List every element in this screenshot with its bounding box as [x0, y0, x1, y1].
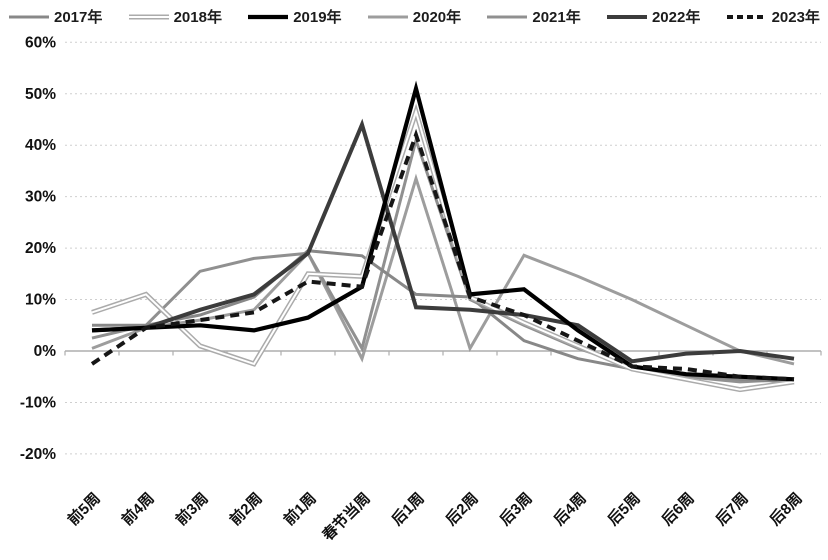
y-tick-label: 0%: [34, 343, 57, 360]
legend-item-2018年: 2018年: [128, 6, 222, 27]
series-line-core-2018年: [91, 108, 795, 391]
y-axis-labels: 60% 50% 40% 30% 20% 10% 0% -10% -20%: [20, 34, 56, 463]
x-tick-label: 前3周: [172, 489, 212, 529]
y-tick-label: -10%: [20, 394, 56, 411]
legend-label: 2021年: [532, 9, 581, 26]
x-tick-label: 春节当周: [319, 489, 374, 544]
y-tick-label: 30%: [25, 189, 56, 206]
legend-swatch-2021年: [487, 15, 528, 18]
legend-swatch-2020年: [367, 15, 408, 18]
legend-swatch-2018年: [128, 14, 169, 19]
legend-label: 2020年: [412, 9, 462, 26]
series-line-2018年: [91, 103, 795, 393]
x-tick-label: 前5周: [64, 489, 104, 529]
legend-item-2019年: 2019年: [247, 6, 342, 27]
y-tick-label: 40%: [25, 137, 56, 154]
series-lines: [90, 80, 795, 393]
x-tick-label: 后6周: [659, 490, 698, 529]
legend-label: 2023年: [771, 9, 820, 26]
legend-swatch-2019年: [248, 14, 289, 19]
legend-swatch-2017年: [9, 15, 49, 18]
legend-swatch-2023年: [726, 14, 767, 19]
series-line-2022年: [91, 118, 795, 364]
series-line-2017年: [92, 249, 795, 384]
legend-item-2017年: 2017年: [8, 6, 102, 27]
legend-label: 2019年: [293, 9, 342, 26]
series-line-2019年: [91, 80, 795, 382]
x-tick-label: 后3周: [497, 490, 536, 529]
legend-item-2021年: 2021年: [486, 6, 581, 27]
y-tick-label: 60%: [25, 34, 56, 51]
x-tick-label: 后8周: [767, 490, 806, 529]
x-tick-label: 前2周: [226, 489, 266, 529]
y-tick-label: 10%: [25, 292, 56, 309]
legend-item-2023年: 2023年: [726, 6, 820, 27]
legend-label: 2018年: [173, 9, 222, 26]
x-tick-label: 后4周: [551, 490, 590, 529]
chart-legend: 2017年 2018年 2019年 2020年 2021年 2022年 2023年: [0, 6, 828, 27]
y-tick-label: -20%: [20, 446, 56, 463]
series-line-2023年: [90, 128, 795, 382]
x-tick-label: 前1周: [280, 489, 320, 529]
legend-item-2020年: 2020年: [367, 6, 461, 27]
gridlines: [64, 41, 822, 455]
legend-label: 2022年: [651, 9, 701, 26]
x-tick-label: 后5周: [605, 490, 644, 529]
y-tick-label: 20%: [25, 240, 56, 257]
legend-item-2022年: 2022年: [606, 6, 700, 27]
y-tick-label: 50%: [25, 86, 56, 103]
x-tick-label: 后7周: [713, 490, 752, 529]
x-axis-labels: 前5周 前4周 前3周 前2周 前1周 春节当周 后1周 后2周 后3周 后4周 后5周 后6周 后7周…: [64, 489, 806, 544]
legend-swatch-2022年: [606, 14, 647, 19]
x-tick-label: 前4周: [118, 489, 158, 529]
x-tick-label: 后1周: [389, 490, 428, 529]
legend-label: 2017年: [54, 9, 103, 26]
x-tick-label: 后2周: [443, 490, 482, 529]
